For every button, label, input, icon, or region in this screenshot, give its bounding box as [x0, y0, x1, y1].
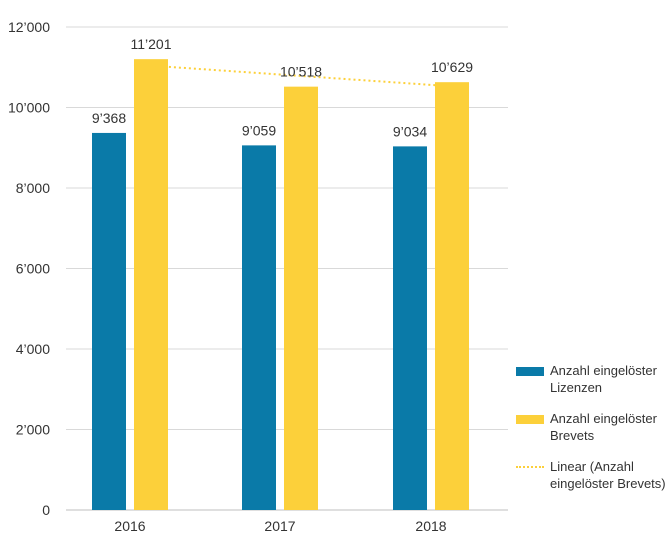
data-label: 9’368	[92, 110, 126, 126]
bar-lizenzen	[92, 132, 126, 511]
x-tick-label: 2017	[264, 518, 295, 534]
data-label: 10’629	[431, 59, 473, 75]
legend-swatch-brevets	[516, 415, 544, 424]
legend-item-trendline: Linear (Anzahl eingelöster Brevets)	[516, 458, 668, 492]
data-label: 11’201	[130, 36, 171, 52]
bars	[92, 59, 469, 511]
data-label: 9’034	[393, 123, 427, 139]
legend-label-lizenzen: Anzahl eingelöster Lizenzen	[550, 363, 657, 395]
y-tick-label: 0	[42, 502, 50, 518]
bar-brevets	[134, 59, 168, 510]
trendline	[133, 63, 470, 89]
x-axis: 2016 2017 2018	[114, 518, 446, 534]
legend-label-trendline: Linear (Anzahl eingelöster Brevets)	[550, 459, 666, 491]
bar-brevets	[284, 86, 318, 510]
y-tick-label: 2’000	[16, 422, 50, 438]
legend-item-brevets: Anzahl eingelöster Brevets	[516, 410, 668, 444]
legend: Anzahl eingelöster Lizenzen Anzahl einge…	[516, 362, 668, 506]
data-label: 9’059	[242, 122, 276, 138]
y-tick-label: 12’000	[8, 19, 50, 35]
legend-item-lizenzen: Anzahl eingelöster Lizenzen	[516, 362, 668, 396]
y-tick-label: 6’000	[16, 261, 50, 277]
y-tick-label: 8’000	[16, 180, 50, 196]
x-tick-label: 2018	[415, 518, 446, 534]
legend-label-brevets: Anzahl eingelöster Brevets	[550, 411, 657, 443]
y-axis: 0 2’000 4’000 6’000 8’000 10’000 12’000	[8, 19, 50, 518]
y-tick-label: 4’000	[16, 341, 50, 357]
bar-brevets	[435, 82, 469, 511]
data-label: 10’518	[280, 64, 322, 80]
bar-lizenzen	[393, 146, 427, 510]
bar-lizenzen	[242, 145, 276, 510]
data-labels: 9’368 9’059 9’034 11’201 10’518 10’629	[92, 36, 473, 139]
trendline-path	[133, 63, 470, 89]
legend-swatch-trendline	[516, 466, 544, 468]
y-tick-label: 10’000	[8, 100, 50, 116]
legend-swatch-lizenzen	[516, 367, 544, 376]
x-tick-label: 2016	[114, 518, 145, 534]
